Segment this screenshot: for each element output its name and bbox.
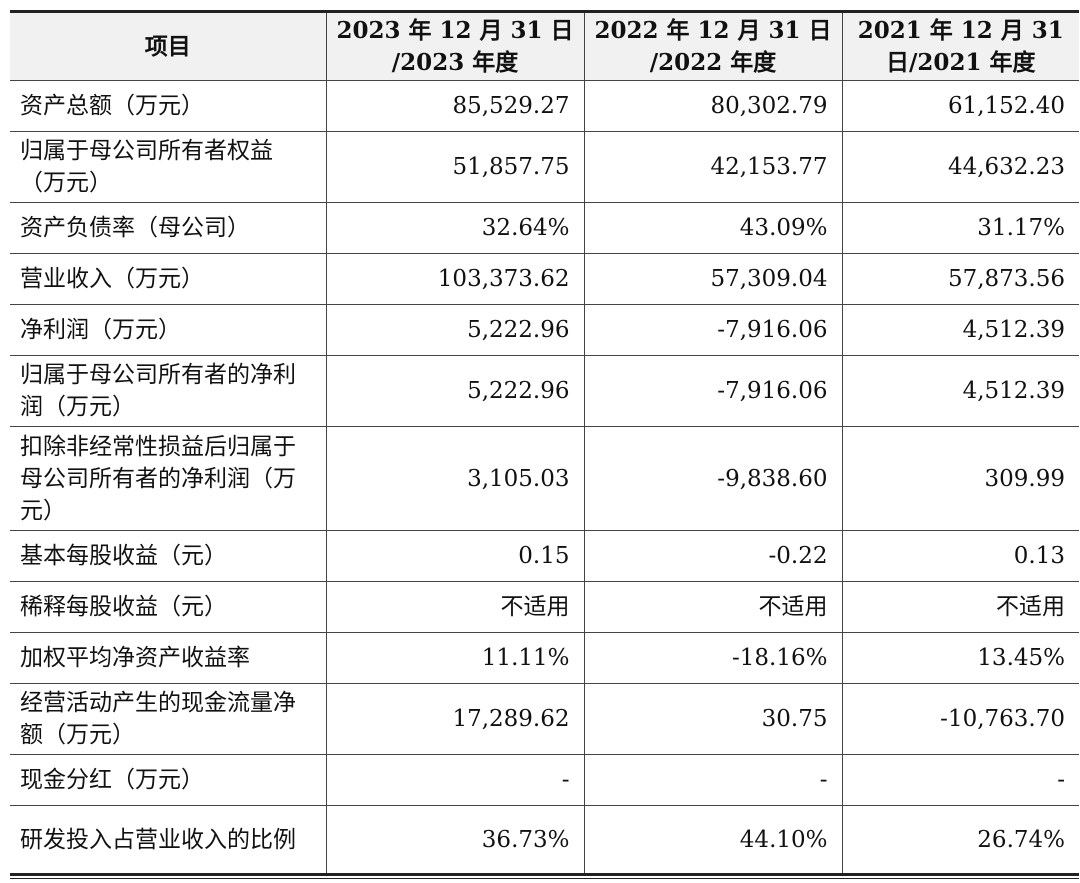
cell-2023: 36.73% (325, 805, 585, 875)
bottom-rule (10, 878, 1079, 879)
header-2023: 2023 年 12 月 31 日 /2023 年度 (325, 11, 585, 81)
row-label: 营业收入（万元） (10, 253, 327, 305)
cell-2022: 57,309.04 (583, 253, 843, 305)
cell-2023: 0.15 (325, 530, 585, 582)
table-row: 研发投入占营业收入的比例 36.73% 44.10% 26.74% (10, 805, 1079, 875)
table-row: 资产负债率（母公司） 32.64% 43.09% 31.17% (10, 202, 1079, 254)
cell-2021: 31.17% (841, 202, 1079, 254)
row-label: 经营活动产生的现金流量净额（万元） (10, 683, 327, 755)
cell-2023: 5,222.96 (325, 304, 585, 356)
cell-2022: 44.10% (583, 805, 843, 875)
cell-2022: 42,153.77 (583, 131, 843, 203)
cell-2023: 5,222.96 (325, 355, 585, 427)
cell-2021: 不适用 (841, 581, 1079, 633)
cell-2022: 43.09% (583, 202, 843, 254)
table-row: 稀释每股收益（元） 不适用 不适用 不适用 (10, 581, 1079, 633)
cell-2021: -10,763.70 (841, 683, 1079, 755)
table-row: 营业收入（万元） 103,373.62 57,309.04 57,873.56 (10, 253, 1079, 305)
financial-data-table: 项目 2023 年 12 月 31 日 /2023 年度 2022 年 12 月… (10, 10, 1079, 876)
row-label: 研发投入占营业收入的比例 (10, 805, 327, 875)
row-label: 净利润（万元） (10, 304, 327, 356)
row-label: 加权平均净资产收益率 (10, 632, 327, 684)
row-label: 资产总额（万元） (10, 80, 327, 132)
cell-2021: 44,632.23 (841, 131, 1079, 203)
cell-2023: 85,529.27 (325, 80, 585, 132)
cell-2023: 32.64% (325, 202, 585, 254)
cell-2021: 309.99 (841, 426, 1079, 531)
table-row: 净利润（万元） 5,222.96 -7,916.06 4,512.39 (10, 304, 1079, 356)
cell-2023: 不适用 (325, 581, 585, 633)
cell-2022: -7,916.06 (583, 304, 843, 356)
cell-2021: 13.45% (841, 632, 1079, 684)
cell-2021: 26.74% (841, 805, 1079, 875)
table-row: 现金分红（万元） - - - (10, 754, 1079, 806)
header-row: 项目 2023 年 12 月 31 日 /2023 年度 2022 年 12 月… (10, 11, 1079, 81)
table-row: 归属于母公司所有者权益（万元） 51,857.75 42,153.77 44,6… (10, 131, 1079, 203)
cell-2023: 17,289.62 (325, 683, 585, 755)
row-label: 基本每股收益（元） (10, 530, 327, 582)
cell-2021: - (841, 754, 1079, 806)
row-label: 扣除非经常性损益后归属于母公司所有者的净利润（万元） (10, 426, 327, 531)
cell-2023: 51,857.75 (325, 131, 585, 203)
cell-2021: 4,512.39 (841, 304, 1079, 356)
cell-2022: 不适用 (583, 581, 843, 633)
table-row: 基本每股收益（元） 0.15 -0.22 0.13 (10, 530, 1079, 582)
cell-2022: 80,302.79 (583, 80, 843, 132)
table-row: 资产总额（万元） 85,529.27 80,302.79 61,152.40 (10, 80, 1079, 132)
cell-2021: 4,512.39 (841, 355, 1079, 427)
header-2021: 2021 年 12 月 31 日/2021 年度 (841, 11, 1079, 81)
cell-2022: -9,838.60 (583, 426, 843, 531)
row-label: 资产负债率（母公司） (10, 202, 327, 254)
cell-2021: 57,873.56 (841, 253, 1079, 305)
header-item: 项目 (10, 11, 327, 81)
cell-2022: -18.16% (583, 632, 843, 684)
cell-2022: -7,916.06 (583, 355, 843, 427)
table-row: 加权平均净资产收益率 11.11% -18.16% 13.45% (10, 632, 1079, 684)
table-body: 资产总额（万元） 85,529.27 80,302.79 61,152.40 归… (10, 80, 1079, 875)
table-row: 扣除非经常性损益后归属于母公司所有者的净利润（万元） 3,105.03 -9,8… (10, 426, 1079, 531)
cell-2022: - (583, 754, 843, 806)
row-label: 归属于母公司所有者的净利润（万元） (10, 355, 327, 427)
row-label: 稀释每股收益（元） (10, 581, 327, 633)
row-label: 归属于母公司所有者权益（万元） (10, 131, 327, 203)
cell-2023: 3,105.03 (325, 426, 585, 531)
cell-2022: 30.75 (583, 683, 843, 755)
cell-2023: 11.11% (325, 632, 585, 684)
table-header: 项目 2023 年 12 月 31 日 /2023 年度 2022 年 12 月… (10, 11, 1079, 81)
cell-2021: 61,152.40 (841, 80, 1079, 132)
cell-2021: 0.13 (841, 530, 1079, 582)
table-row: 经营活动产生的现金流量净额（万元） 17,289.62 30.75 -10,76… (10, 683, 1079, 755)
header-2022: 2022 年 12 月 31 日 /2022 年度 (583, 11, 843, 81)
row-label: 现金分红（万元） (10, 754, 327, 806)
table-row: 归属于母公司所有者的净利润（万元） 5,222.96 -7,916.06 4,5… (10, 355, 1079, 427)
cell-2023: 103,373.62 (325, 253, 585, 305)
cell-2023: - (325, 754, 585, 806)
cell-2022: -0.22 (583, 530, 843, 582)
